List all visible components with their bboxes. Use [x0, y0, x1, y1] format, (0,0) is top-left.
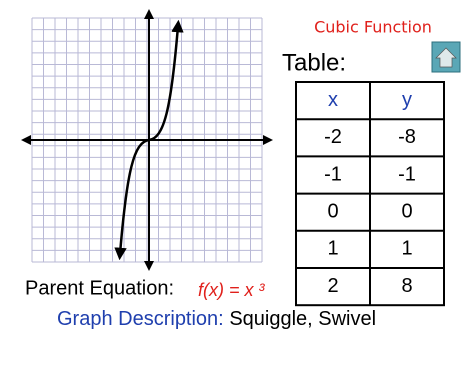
table-cell: 0	[401, 200, 412, 222]
description-label: Graph Description:	[57, 308, 224, 330]
home-icon[interactable]	[435, 47, 457, 68]
table-cell: 0	[327, 200, 338, 222]
equation-label: Parent Equation:	[25, 277, 174, 299]
table-header: y	[402, 89, 412, 111]
table-cell: 1	[401, 238, 412, 260]
description-text: Squiggle, Swivel	[229, 308, 376, 330]
table-caption: Table:	[282, 49, 346, 76]
table-cell: -1	[398, 163, 416, 185]
table-cell: 8	[401, 275, 412, 297]
table-cell: -8	[398, 126, 416, 148]
table-cell: 1	[327, 238, 338, 260]
table-cell: -2	[324, 126, 342, 148]
table-cell: 2	[327, 275, 338, 297]
title: Cubic Function	[314, 18, 432, 37]
cubic-curve	[114, 19, 184, 261]
table-header: x	[328, 89, 338, 111]
description-line: Graph Description: Squiggle, Swivel	[57, 308, 376, 330]
table-cell: -1	[324, 163, 342, 185]
table: x y -2 -8 -1 -1 0 0 1 1 2 8	[295, 81, 445, 307]
equation-formula: f(x) = x ³	[198, 280, 266, 300]
home-button[interactable]	[431, 41, 461, 73]
